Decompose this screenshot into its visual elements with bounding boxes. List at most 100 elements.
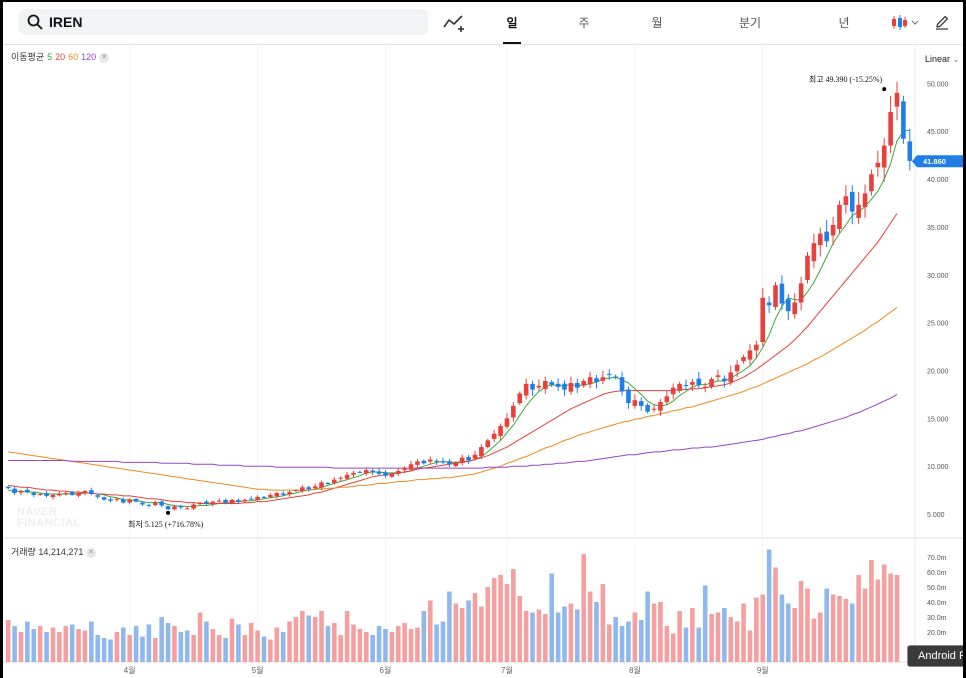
volume-bar <box>165 623 171 662</box>
volume-bar <box>530 612 535 662</box>
candle-body <box>351 472 356 475</box>
volume-bar <box>734 621 740 662</box>
candle-body <box>82 491 88 494</box>
volume-bar <box>5 620 11 662</box>
candle-body <box>664 396 670 403</box>
volume-bar <box>57 632 62 662</box>
candle-body <box>332 479 337 483</box>
tab-year[interactable]: 년 <box>838 16 850 30</box>
volume-bar <box>881 564 887 662</box>
candle-body <box>824 231 829 242</box>
volume-bar <box>140 636 145 662</box>
volume-tick-label: 40.0m <box>927 600 947 607</box>
volume-bar <box>773 567 778 662</box>
tab-week[interactable]: 주 <box>578 16 590 30</box>
volume-bar <box>613 617 618 662</box>
candle-body <box>184 508 190 510</box>
pencil-icon[interactable] <box>934 14 950 30</box>
volume-bar <box>766 549 772 662</box>
volume-bar <box>395 626 401 662</box>
volume-bar <box>696 627 702 662</box>
candle-body <box>338 477 344 479</box>
volume-bar <box>728 617 734 662</box>
volume-bar <box>722 608 727 662</box>
candle-body <box>12 488 17 494</box>
tab-day[interactable]: 일 <box>506 16 518 30</box>
candlestick-chart-icon[interactable] <box>890 14 920 32</box>
candle-body <box>837 204 842 230</box>
volume-bar <box>12 626 17 662</box>
scale-select[interactable]: Linear ⌄ <box>925 54 959 64</box>
candle-body <box>472 454 478 459</box>
volume-bar <box>223 638 228 662</box>
candle-body <box>268 494 273 498</box>
volume-bar <box>363 632 369 662</box>
tab-quarter[interactable]: 분기 <box>738 16 762 30</box>
candle-body <box>677 383 682 391</box>
volume-bar <box>792 608 798 662</box>
search-input[interactable] <box>49 12 349 32</box>
candle-body <box>798 283 804 303</box>
volume-bar <box>76 629 81 662</box>
close-icon[interactable]: ✕ <box>99 52 110 63</box>
volume-bar <box>95 635 101 662</box>
volume-bar <box>415 627 420 662</box>
volume-bar <box>236 624 241 662</box>
close-icon[interactable]: ✕ <box>85 547 96 558</box>
candle-body <box>140 502 145 505</box>
volume-bar <box>389 632 395 662</box>
candle-body <box>670 387 676 395</box>
candle-body <box>402 468 407 470</box>
search-box[interactable] <box>19 9 428 35</box>
candle-body <box>370 470 375 472</box>
candle-body <box>811 243 817 262</box>
volume-bar <box>658 602 663 662</box>
price-volume-chart[interactable]: 4월 5월 6월 7월 8월 9월50.00045.00040.00035.00030.0… <box>3 2 963 678</box>
volume-bar <box>319 611 324 662</box>
volume-bar <box>82 630 88 662</box>
volume-bar <box>421 611 427 662</box>
candle-body <box>792 302 798 315</box>
volume-bar <box>779 594 785 662</box>
volume-bar <box>184 630 190 662</box>
candle-body <box>236 500 241 502</box>
candle-body <box>114 498 120 500</box>
candle-body <box>766 302 772 306</box>
candle-body <box>760 297 766 343</box>
candle-body <box>709 379 714 387</box>
volume-bar <box>37 626 43 662</box>
volume-bar <box>690 608 695 662</box>
volume-tick-label: 60.0m <box>927 570 947 577</box>
candle-body <box>280 493 286 495</box>
scale-label: Linear <box>925 54 951 64</box>
tab-month[interactable]: 월 <box>651 16 663 30</box>
volume-bar <box>101 638 107 662</box>
volume-bar <box>824 588 829 662</box>
ma20-line <box>8 213 898 504</box>
candle-body <box>459 457 465 463</box>
candle-body <box>728 372 734 383</box>
trend-draw-icon[interactable] <box>443 13 465 33</box>
candle-body <box>479 447 484 457</box>
volume-bar <box>798 581 804 662</box>
candle-body <box>523 383 529 396</box>
volume-bar <box>504 584 510 662</box>
y-tick-label: 30.000 <box>927 273 949 280</box>
candle-body <box>204 501 209 504</box>
candle-body <box>165 506 171 510</box>
high-marker <box>882 87 887 92</box>
volume-bar <box>300 611 305 662</box>
volume-bar <box>159 617 164 662</box>
volume-bar <box>197 612 203 662</box>
candle-body <box>741 357 746 362</box>
candle-body <box>843 196 849 205</box>
volume-bar <box>69 624 75 662</box>
volume-legend: 거래량 14,214,271 ✕ <box>11 545 96 558</box>
candle-body <box>549 382 555 385</box>
volume-bar <box>242 635 248 662</box>
volume-bar <box>619 626 625 662</box>
candle-body <box>108 499 113 501</box>
volume-bar <box>568 603 574 662</box>
top-toolbar: 일 주 월 분기 년 <box>3 2 963 45</box>
candle-body <box>536 385 542 388</box>
